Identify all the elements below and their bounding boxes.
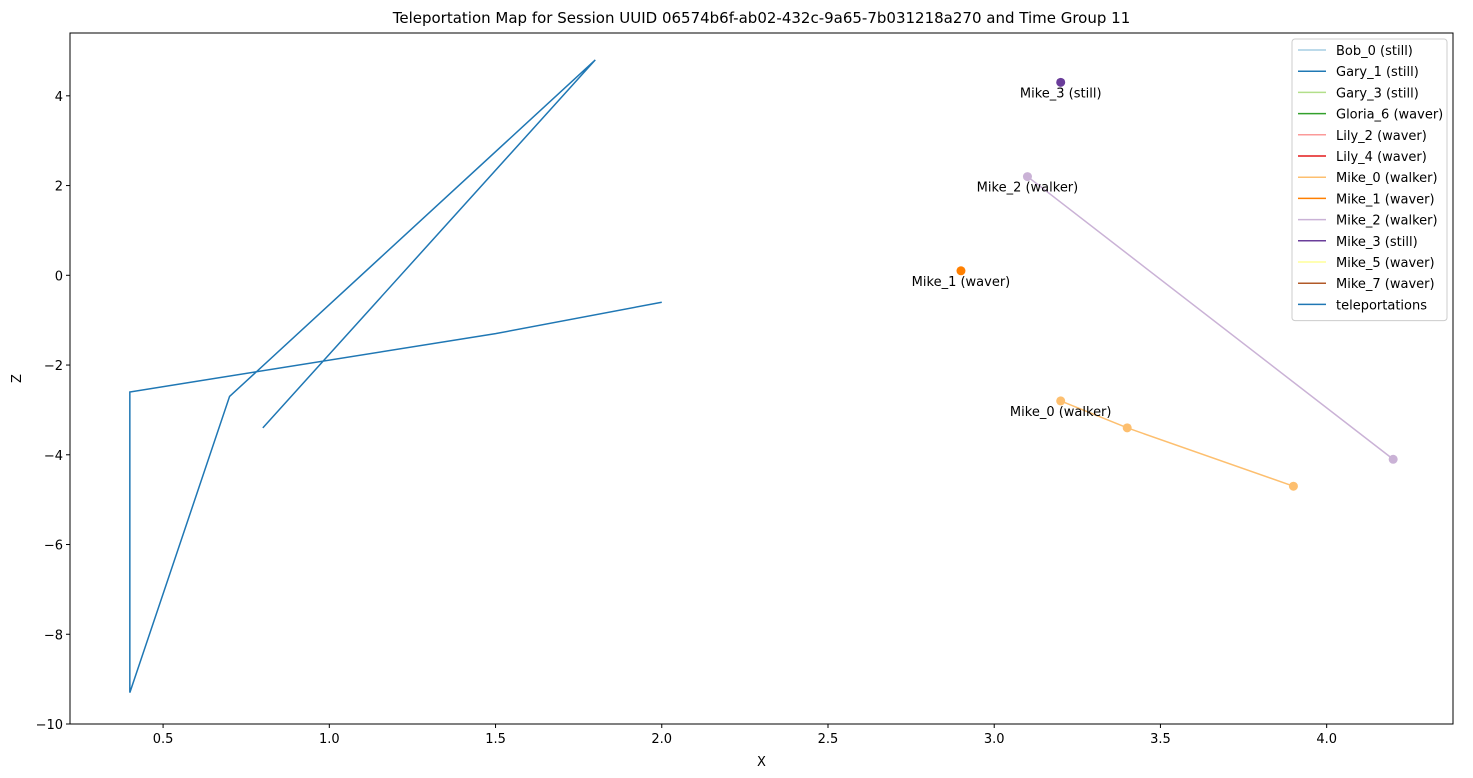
y-tick-label: −4 <box>44 449 63 464</box>
x-tick-label: 2.5 <box>818 732 839 747</box>
legend-entry: Mike_1 (waver) <box>1336 192 1435 207</box>
plot-area: Mike_0 (walker) Mike_1 (waver) Mike_2 (wal… <box>129 59 1398 693</box>
x-tick-label: 4.0 <box>1316 732 1337 747</box>
point-annotation: Mike_2 (walker) <box>977 181 1079 196</box>
legend-entry: Lily_4 (waver) <box>1336 150 1427 165</box>
y-axis-ticks: −10 −8 −6 −4 −2 0 2 4 <box>36 90 70 733</box>
data-point-mike-3-still <box>1056 77 1066 87</box>
x-tick-label: 3.5 <box>1150 732 1171 747</box>
legend: Bob_0 (still) Gary_1 (still) Gary_3 (still… <box>1291 38 1448 322</box>
data-point-mike-0-walker <box>1288 481 1298 491</box>
legend-entry: teleportations <box>1336 298 1427 313</box>
y-tick-label: −8 <box>44 628 63 643</box>
y-axis-label: Z <box>10 374 25 383</box>
x-axis-ticks: 0.5 1.0 1.5 2.0 2.5 3.0 3.5 4.0 <box>153 724 1337 747</box>
point-annotation: Mike_1 (waver) <box>912 275 1011 290</box>
legend-entry: Mike_0 (walker) <box>1336 171 1438 186</box>
data-point-mike-2-walker <box>1388 454 1398 464</box>
y-tick-label: −2 <box>44 359 63 374</box>
y-tick-label: 2 <box>55 180 63 195</box>
legend-entry: Gloria_6 (waver) <box>1336 108 1443 123</box>
x-axis-label: X <box>757 755 766 770</box>
point-annotation: Mike_0 (walker) <box>1010 405 1112 420</box>
y-tick-label: 0 <box>55 269 63 284</box>
legend-entry: Gary_3 (still) <box>1336 86 1419 101</box>
legend-entry: Lily_2 (waver) <box>1336 129 1427 144</box>
legend-entry: Gary_1 (still) <box>1336 65 1419 80</box>
x-tick-label: 2.0 <box>651 732 672 747</box>
point-annotation: Mike_3 (still) <box>1020 86 1102 101</box>
chart-title: Teleportation Map for Session UUID 06574… <box>392 9 1131 27</box>
y-tick-label: 4 <box>55 90 63 105</box>
legend-entry: Mike_2 (walker) <box>1336 214 1438 229</box>
data-point-mike-2-walker <box>1022 172 1032 182</box>
x-tick-label: 3.0 <box>984 732 1005 747</box>
legend-entry: Mike_7 (waver) <box>1336 277 1435 292</box>
x-tick-label: 1.5 <box>485 732 506 747</box>
legend-entry: Mike_5 (waver) <box>1336 256 1435 271</box>
x-tick-label: 1.0 <box>319 732 340 747</box>
x-tick-label: 0.5 <box>153 732 174 747</box>
legend-entry: Mike_3 (still) <box>1336 235 1418 250</box>
data-point-mike-1-waver <box>956 266 966 276</box>
series-line-mike-2-walker <box>1027 175 1394 460</box>
axes-frame <box>69 32 1454 725</box>
legend-entry: Bob_0 (still) <box>1336 44 1413 59</box>
y-tick-label: −6 <box>44 539 63 554</box>
data-point-mike-0-walker <box>1056 396 1066 406</box>
legend-box <box>1291 38 1448 322</box>
y-tick-label: −10 <box>36 718 63 733</box>
series-line-teleportations <box>129 59 662 693</box>
data-point-mike-0-walker <box>1122 423 1132 433</box>
